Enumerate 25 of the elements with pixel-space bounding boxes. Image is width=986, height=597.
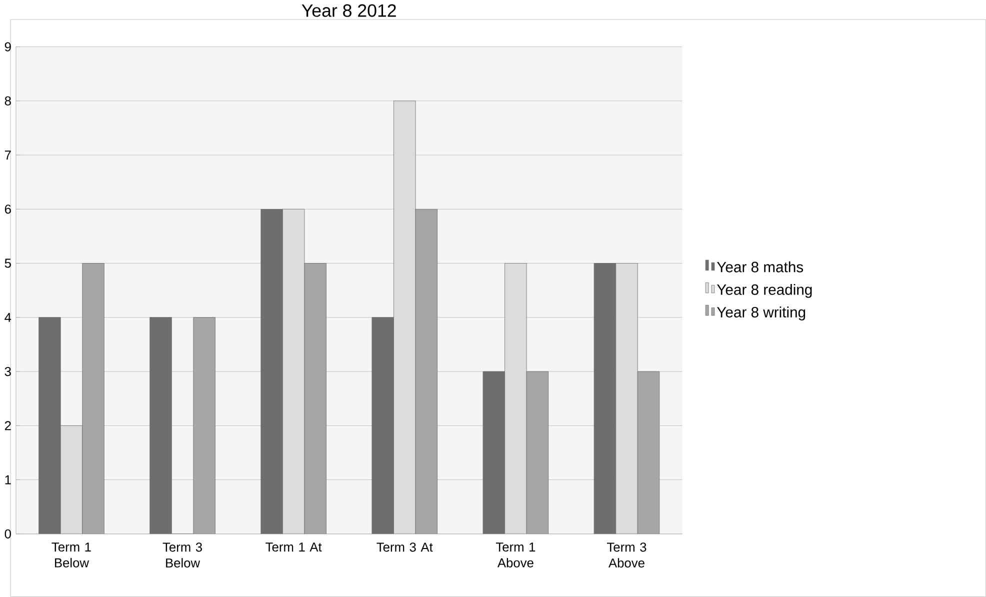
y-tick-label: 0 [4, 529, 11, 538]
y-tick-label: 8 [4, 96, 11, 106]
legend-label: Year 8 reading [716, 284, 812, 298]
x-tick-label: Term 1 Above [496, 542, 536, 568]
y-tick-label: 9 [4, 42, 11, 52]
bar [282, 208, 305, 534]
y-tick-label: 2 [4, 421, 11, 430]
x-tick-label: Term 3 At [376, 542, 433, 552]
legend-label: Year 8 writing [716, 306, 806, 320]
x-tick-label: Term 1 Below [52, 542, 91, 568]
legend-label: Year 8 maths [716, 261, 804, 272]
y-tick-label: 7 [4, 150, 11, 160]
y-tick-label: 3 [4, 366, 11, 376]
bar [616, 263, 638, 534]
x-tick-label: Term 3 Below [162, 542, 202, 568]
y-tick-label: 1 [5, 475, 11, 484]
y-tick-label: 6 [4, 204, 11, 214]
bar [394, 100, 416, 534]
chart-title: Year 8 2012 [302, 4, 396, 17]
y-tick-label: 5 [4, 258, 11, 268]
bar [60, 425, 83, 534]
bar [504, 263, 527, 534]
y-tick-label: 4 [4, 312, 12, 322]
x-tick-label: Term 3 Above [607, 542, 646, 568]
x-tick-label: Term 1 At [266, 542, 322, 552]
